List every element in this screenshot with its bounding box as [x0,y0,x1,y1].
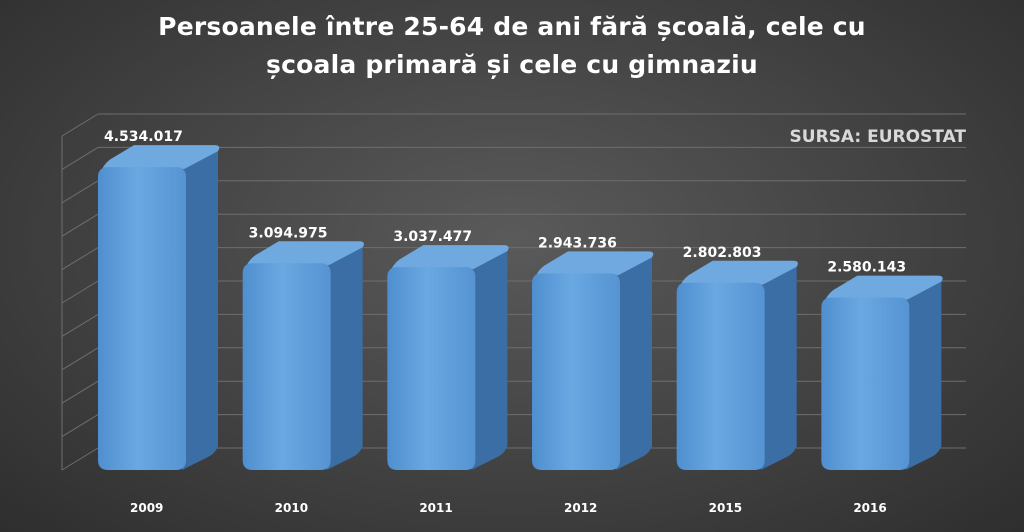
gridline-side [61,380,99,404]
bar [242,241,364,470]
bar-side [616,255,652,470]
gridline-side [61,113,99,137]
bar-top [391,245,509,270]
bar-top [825,275,943,300]
data-labels: 4.534.017 3.094.975 3.037.477 2.943.736 2.80… [104,129,906,276]
data-label: 2.802.803 [683,245,762,261]
gridline-side [61,146,99,170]
data-label: 3.094.975 [249,225,328,241]
bar-side [182,149,218,470]
gridline-side [61,280,99,304]
x-tick-label: 2012 [564,501,597,515]
bar-side [760,264,797,470]
bar-front [532,273,620,470]
bar-side [905,279,942,470]
bar-front [676,282,765,470]
gridline-side [61,247,99,271]
gridline-side [61,414,99,438]
bar-top [536,251,654,276]
bar [387,245,509,470]
x-tick-label: 2010 [275,501,308,515]
x-tick-label: 2015 [709,501,742,515]
data-label: 2.580.143 [827,260,906,276]
gridline-side [61,180,99,204]
x-tick-label: 2016 [853,501,886,515]
bar-side [326,245,363,470]
chart-title-line-2: școala primară și cele cu gimnaziu [266,50,758,79]
bar-top [680,260,798,285]
chart-title-line-1: Persoanele între 25-64 de ani fără școal… [158,12,866,41]
bar-top [246,241,364,266]
bars [98,145,943,470]
bar [532,251,654,470]
data-label: 4.534.017 [104,129,183,145]
bar-front [98,167,186,470]
data-label: 3.037.477 [393,229,472,245]
data-label: 2.943.736 [538,235,617,251]
bar [98,145,220,470]
x-tick-label: 2009 [130,501,163,515]
gridline-side [61,347,99,371]
bar-side [471,249,508,470]
x-tick-label: 2011 [419,501,452,515]
bar-front [387,267,476,470]
gridline-side [61,447,99,471]
gridline-side [61,313,99,337]
x-axis-ticks: 2009 2010 2011 2012 2015 2016 [130,501,887,515]
gridline-side [61,213,99,237]
bar-top [102,145,220,170]
chart-title: Persoanele între 25-64 de ani fără școal… [0,8,1024,84]
bar [821,275,943,470]
bar-front [821,297,910,470]
bar [676,260,798,470]
source-note: SURSA: EUROSTAT [789,127,966,147]
bar-front [242,263,331,470]
